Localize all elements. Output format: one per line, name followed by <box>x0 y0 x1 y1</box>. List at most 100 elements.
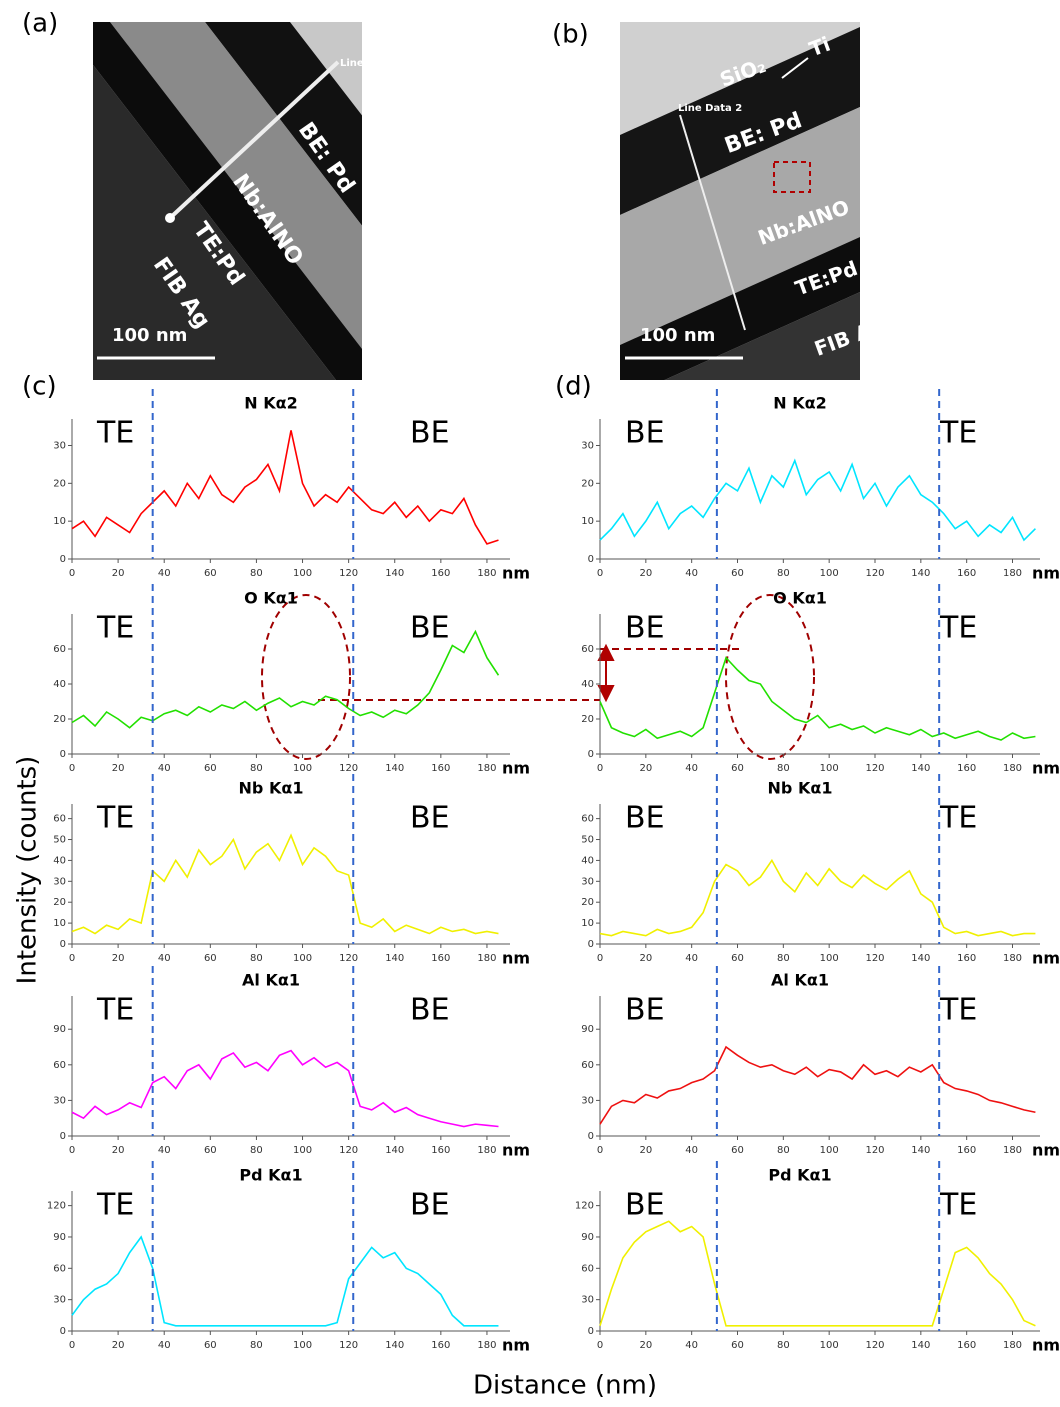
x-tick-label: 40 <box>158 1340 171 1351</box>
data-line <box>71 629 500 729</box>
region-label: BE <box>625 416 665 451</box>
x-tick-label: 180 <box>1003 953 1022 964</box>
arrow <box>597 643 615 703</box>
x-tick-label: 120 <box>865 763 884 774</box>
y-tick-label: 30 <box>53 876 66 887</box>
x-tick-label: 60 <box>731 568 744 579</box>
x-tick-label: 20 <box>112 953 125 964</box>
x-tick-label: 100 <box>293 763 312 774</box>
x-tick-label: 140 <box>385 568 404 579</box>
x-tick-label: 0 <box>69 1145 75 1156</box>
y-tick-label: 20 <box>53 478 66 489</box>
data-line <box>71 833 499 935</box>
x-axis-label: Distance (nm) <box>473 1371 657 1401</box>
image-label: Line Data 2 <box>340 58 404 69</box>
x-unit: nm <box>502 1141 530 1160</box>
chart-title: Al Kα1 <box>242 971 300 990</box>
y-tick-label: 40 <box>53 679 66 690</box>
y-tick-label: 0 <box>60 1131 66 1142</box>
x-unit: nm <box>1032 759 1060 778</box>
x-tick-label: 20 <box>112 1340 125 1351</box>
x-tick-label: 120 <box>339 568 358 579</box>
x-unit: nm <box>502 564 530 583</box>
x-tick-label: 160 <box>957 763 976 774</box>
tem-image-a <box>93 22 362 380</box>
y-tick-label: 60 <box>581 1060 594 1071</box>
region-label: BE <box>410 611 450 646</box>
y-tick-label: 60 <box>53 1263 66 1274</box>
x-tick-label: 180 <box>477 953 496 964</box>
y-tick-label: 0 <box>60 1326 66 1337</box>
chart-title: N Kα2 <box>773 394 826 413</box>
x-tick-label: 60 <box>731 1340 744 1351</box>
x-tick-label: 120 <box>865 953 884 964</box>
x-tick-label: 40 <box>685 1145 698 1156</box>
image-label: Ti <box>396 155 427 186</box>
x-tick-label: 0 <box>69 763 75 774</box>
x-tick-label: 20 <box>112 1145 125 1156</box>
region-label: BE <box>410 416 450 451</box>
x-tick-label: 120 <box>865 1145 884 1156</box>
panel-label: (a) <box>22 9 58 39</box>
x-tick-label: 140 <box>385 1340 404 1351</box>
x-tick-label: 20 <box>639 763 652 774</box>
x-tick-label: 0 <box>597 763 603 774</box>
y-tick-label: 0 <box>588 749 594 760</box>
y-tick-label: 90 <box>53 1024 66 1035</box>
panel-label: (c) <box>22 372 57 402</box>
y-tick-label: 90 <box>581 1232 594 1243</box>
x-tick-label: 100 <box>820 953 839 964</box>
x-tick-label: 160 <box>431 568 450 579</box>
x-tick-label: 80 <box>777 1145 790 1156</box>
y-tick-label: 50 <box>53 835 66 846</box>
region-label: TE <box>96 801 134 836</box>
x-tick-label: 140 <box>385 763 404 774</box>
chart-title: N Kα2 <box>244 394 297 413</box>
chart-title: Pd Kα1 <box>768 1166 831 1185</box>
chart-title: Nb Kα1 <box>768 779 833 798</box>
region-label: TE <box>96 416 134 451</box>
y-tick-label: 20 <box>581 478 594 489</box>
x-tick-label: 0 <box>69 1340 75 1351</box>
x-tick-label: 40 <box>685 953 698 964</box>
x-tick-label: 120 <box>339 1340 358 1351</box>
x-tick-label: 160 <box>957 1340 976 1351</box>
x-tick-label: 60 <box>731 953 744 964</box>
y-tick-label: 50 <box>581 835 594 846</box>
x-tick-label: 160 <box>957 953 976 964</box>
x-tick-label: 120 <box>339 1145 358 1156</box>
y-tick-label: 0 <box>60 939 66 950</box>
x-unit: nm <box>502 759 530 778</box>
y-tick-label: 30 <box>581 876 594 887</box>
scale-label: 100 nm <box>640 325 715 346</box>
data-line <box>599 458 1036 542</box>
region-label: BE <box>625 611 665 646</box>
y-tick-label: 60 <box>53 1060 66 1071</box>
x-tick-label: 40 <box>158 568 171 579</box>
x-tick-label: 60 <box>204 763 217 774</box>
chart-title: Al Kα1 <box>771 971 829 990</box>
x-tick-label: 80 <box>777 763 790 774</box>
x-tick-label: 40 <box>158 1145 171 1156</box>
x-tick-label: 80 <box>777 568 790 579</box>
x-tick-label: 80 <box>250 1145 263 1156</box>
x-tick-label: 160 <box>957 568 976 579</box>
x-tick-label: 60 <box>731 1145 744 1156</box>
x-tick-label: 140 <box>911 953 930 964</box>
y-tick-label: 120 <box>575 1201 594 1212</box>
x-tick-label: 0 <box>597 1145 603 1156</box>
x-tick-label: 180 <box>477 763 496 774</box>
image-label: SiO₂ <box>358 88 408 145</box>
panel-label: (b) <box>552 20 589 50</box>
region-label: TE <box>939 801 977 836</box>
x-tick-label: 100 <box>293 1340 312 1351</box>
x-tick-label: 20 <box>639 1340 652 1351</box>
x-tick-label: 160 <box>431 763 450 774</box>
x-tick-label: 60 <box>731 763 744 774</box>
x-tick-label: 160 <box>431 1340 450 1351</box>
x-unit: nm <box>502 1336 530 1355</box>
data-line <box>71 1235 499 1327</box>
y-tick-label: 20 <box>53 897 66 908</box>
y-tick-label: 0 <box>588 1131 594 1142</box>
